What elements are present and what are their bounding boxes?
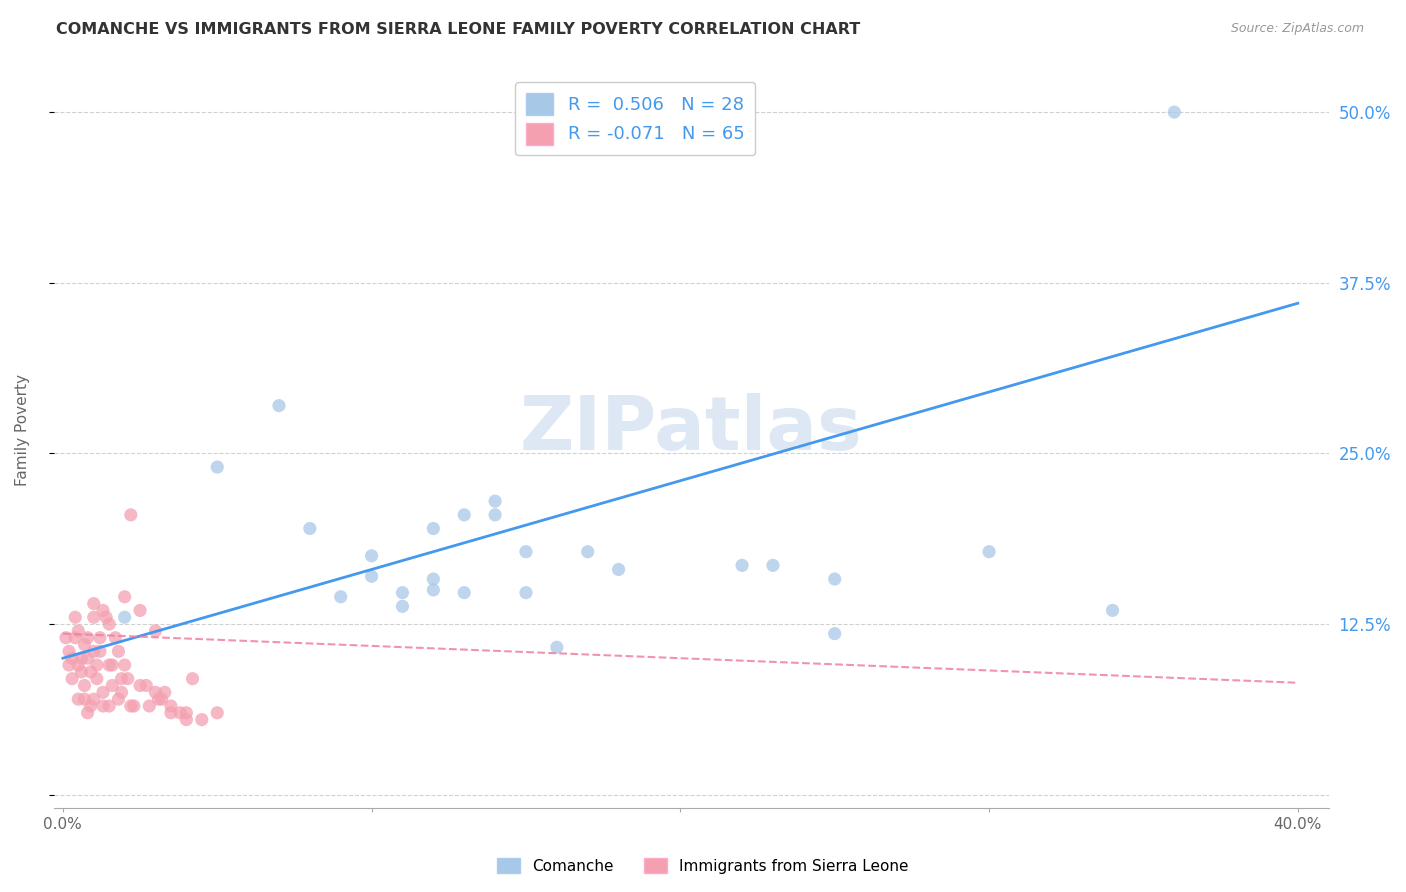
Point bbox=[110, 685, 132, 699]
Point bbox=[83, 597, 105, 611]
Legend: R =  0.506   N = 28, R = -0.071   N = 65: R = 0.506 N = 28, R = -0.071 N = 65 bbox=[515, 82, 755, 155]
Point bbox=[160, 698, 183, 713]
Point bbox=[607, 562, 630, 576]
Point bbox=[191, 713, 214, 727]
Point bbox=[360, 549, 382, 563]
Point bbox=[107, 692, 129, 706]
Point bbox=[101, 679, 124, 693]
Point bbox=[120, 698, 142, 713]
Point bbox=[360, 569, 382, 583]
Point bbox=[181, 672, 204, 686]
Point bbox=[122, 698, 145, 713]
Point bbox=[67, 692, 90, 706]
Point bbox=[120, 508, 142, 522]
Point bbox=[70, 665, 93, 679]
Point bbox=[762, 558, 785, 573]
Point bbox=[453, 508, 475, 522]
Point bbox=[150, 692, 173, 706]
Point bbox=[453, 585, 475, 599]
Point bbox=[107, 644, 129, 658]
Point bbox=[73, 638, 96, 652]
Point bbox=[329, 590, 352, 604]
Point bbox=[79, 698, 101, 713]
Point bbox=[148, 692, 170, 706]
Point bbox=[65, 631, 87, 645]
Point bbox=[91, 698, 114, 713]
Point bbox=[98, 698, 121, 713]
Point bbox=[83, 610, 105, 624]
Point bbox=[176, 706, 198, 720]
Point bbox=[824, 626, 846, 640]
Point bbox=[129, 679, 152, 693]
Point bbox=[135, 679, 157, 693]
Point bbox=[67, 658, 90, 673]
Point bbox=[104, 631, 127, 645]
Point bbox=[515, 545, 537, 559]
Point bbox=[67, 624, 90, 638]
Point bbox=[129, 603, 152, 617]
Text: COMANCHE VS IMMIGRANTS FROM SIERRA LEONE FAMILY POVERTY CORRELATION CHART: COMANCHE VS IMMIGRANTS FROM SIERRA LEONE… bbox=[56, 22, 860, 37]
Point bbox=[145, 685, 167, 699]
Point bbox=[1163, 105, 1185, 120]
Point bbox=[73, 679, 96, 693]
Point bbox=[98, 617, 121, 632]
Point bbox=[176, 713, 198, 727]
Point bbox=[153, 685, 176, 699]
Point bbox=[94, 610, 117, 624]
Point bbox=[515, 585, 537, 599]
Point bbox=[576, 545, 599, 559]
Point bbox=[98, 658, 121, 673]
Point bbox=[169, 706, 191, 720]
Point bbox=[422, 582, 444, 597]
Point bbox=[91, 685, 114, 699]
Point bbox=[546, 640, 568, 655]
Y-axis label: Family Poverty: Family Poverty bbox=[15, 374, 30, 485]
Point bbox=[207, 706, 229, 720]
Point bbox=[114, 658, 136, 673]
Point bbox=[298, 521, 321, 535]
Point bbox=[484, 508, 506, 522]
Point bbox=[422, 572, 444, 586]
Point bbox=[58, 658, 80, 673]
Legend: Comanche, Immigrants from Sierra Leone: Comanche, Immigrants from Sierra Leone bbox=[491, 852, 915, 880]
Point bbox=[91, 603, 114, 617]
Point bbox=[977, 545, 1000, 559]
Point bbox=[114, 590, 136, 604]
Point bbox=[70, 651, 93, 665]
Point bbox=[391, 599, 413, 614]
Point bbox=[58, 644, 80, 658]
Point bbox=[138, 698, 160, 713]
Point bbox=[267, 399, 290, 413]
Point bbox=[83, 692, 105, 706]
Point bbox=[89, 631, 111, 645]
Point bbox=[484, 494, 506, 508]
Point bbox=[110, 672, 132, 686]
Point bbox=[79, 665, 101, 679]
Point bbox=[1101, 603, 1123, 617]
Point bbox=[86, 658, 108, 673]
Point bbox=[731, 558, 754, 573]
Point bbox=[60, 651, 83, 665]
Point bbox=[73, 692, 96, 706]
Point bbox=[83, 644, 105, 658]
Point bbox=[60, 672, 83, 686]
Point bbox=[65, 610, 87, 624]
Point bbox=[89, 644, 111, 658]
Point bbox=[55, 631, 77, 645]
Point bbox=[145, 624, 167, 638]
Point bbox=[160, 706, 183, 720]
Point bbox=[117, 672, 139, 686]
Point bbox=[207, 460, 229, 475]
Point bbox=[86, 672, 108, 686]
Point bbox=[76, 651, 98, 665]
Point bbox=[824, 572, 846, 586]
Point bbox=[76, 706, 98, 720]
Text: Source: ZipAtlas.com: Source: ZipAtlas.com bbox=[1230, 22, 1364, 36]
Point bbox=[114, 610, 136, 624]
Point bbox=[391, 585, 413, 599]
Point bbox=[422, 521, 444, 535]
Point bbox=[101, 658, 124, 673]
Text: ZIPatlas: ZIPatlas bbox=[520, 393, 862, 466]
Point bbox=[76, 631, 98, 645]
